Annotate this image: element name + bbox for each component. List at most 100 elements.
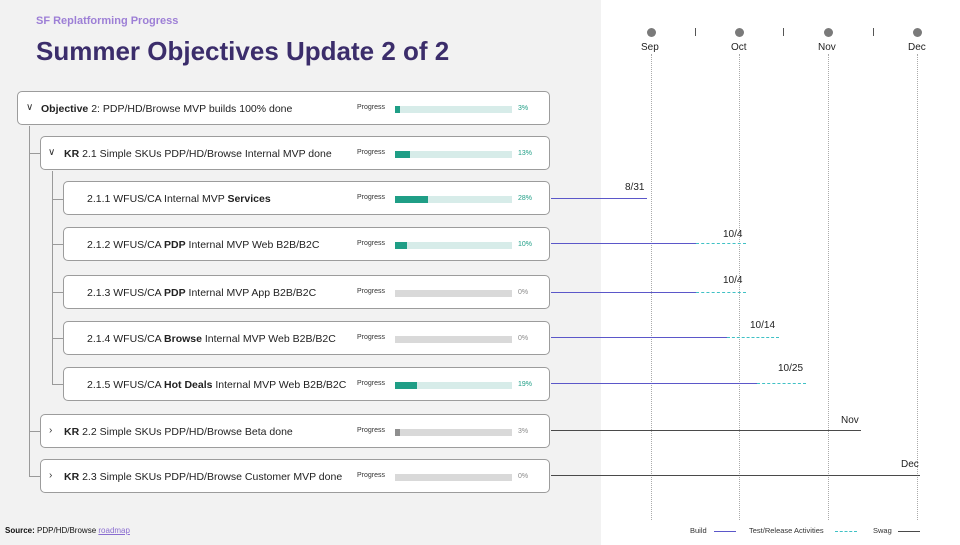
task-row[interactable]: 2.1.3 WFUS/CA PDP Internal MVP App B2B/B…	[63, 275, 550, 309]
month-label: Nov	[818, 42, 836, 53]
task-label: 2.1.2 WFUS/CA PDP Internal MVP Web B2B/B…	[87, 239, 320, 251]
progress-bar	[395, 196, 512, 203]
progress-percent: 19%	[518, 381, 533, 388]
swag-bar	[551, 475, 920, 476]
chevron-down-icon[interactable]: ∨	[48, 147, 56, 158]
tick-mark	[783, 28, 784, 36]
build-bar	[551, 383, 757, 384]
kr-label: KR 2.2 Simple SKUs PDP/HD/Browse Beta do…	[64, 426, 293, 438]
tree-connector	[29, 126, 30, 477]
kr-row-2-3[interactable]: › KR 2.3 Simple SKUs PDP/HD/Browse Custo…	[40, 459, 550, 493]
progress-bar	[395, 382, 512, 389]
task-label: 2.1.1 WFUS/CA Internal MVP Services	[87, 193, 271, 205]
objective-row[interactable]: ∨ Objective 2: PDP/HD/Browse MVP builds …	[17, 91, 550, 125]
progress-percent: 3%	[518, 105, 529, 112]
legend-swag-label: Swag	[873, 526, 892, 535]
task-row[interactable]: 2.1.5 WFUS/CA Hot Deals Internal MVP Web…	[63, 367, 550, 401]
roadmap-link[interactable]: roadmap	[98, 526, 130, 535]
progress-percent: 28%	[518, 195, 533, 202]
kr-row-2-1[interactable]: ∨ KR 2.1 Simple SKUs PDP/HD/Browse Inter…	[40, 136, 550, 170]
tree-connector	[52, 171, 53, 384]
tree-connector	[52, 384, 63, 385]
progress-percent: 0%	[518, 335, 529, 342]
chevron-down-icon[interactable]: ∨	[26, 102, 34, 113]
task-label: 2.1.4 WFUS/CA Browse Internal MVP Web B2…	[87, 333, 336, 345]
progress-label: Progress	[357, 104, 386, 111]
tick-mark	[695, 28, 696, 36]
timeline-panel	[601, 0, 960, 545]
tree-connector	[29, 476, 41, 477]
month-label: Dec	[908, 42, 926, 53]
task-label: 2.1.5 WFUS/CA Hot Deals Internal MVP Web…	[87, 379, 347, 391]
tree-connector	[52, 338, 63, 339]
progress-label: Progress	[357, 334, 386, 341]
test-bar	[727, 337, 779, 338]
page-title: Summer Objectives Update 2 of 2	[36, 36, 450, 66]
build-bar	[551, 243, 696, 244]
test-bar	[696, 292, 746, 293]
progress-label: Progress	[357, 288, 386, 295]
progress-label: Progress	[357, 380, 386, 387]
progress-fill	[395, 106, 400, 113]
month-marker-icon	[647, 28, 656, 37]
progress-label: Progress	[357, 240, 386, 247]
chevron-right-icon[interactable]: ›	[49, 425, 53, 436]
progress-percent: 3%	[518, 428, 529, 435]
legend-test-line	[835, 531, 857, 532]
kr-label: KR 2.3 Simple SKUs PDP/HD/Browse Custome…	[64, 471, 343, 483]
month-gridline	[917, 54, 918, 520]
page-subtitle: SF Replatforming Progress	[36, 15, 179, 27]
build-bar	[551, 337, 727, 338]
kr-label: KR 2.1 Simple SKUs PDP/HD/Browse Interna…	[64, 148, 332, 160]
progress-percent: 0%	[518, 473, 529, 480]
progress-label: Progress	[357, 149, 386, 156]
progress-percent: 13%	[518, 150, 533, 157]
source-note: Source: PDP/HD/Browse roadmap	[5, 526, 130, 535]
tree-connector	[52, 292, 63, 293]
month-gridline	[651, 54, 652, 520]
milestone-label: 10/4	[723, 229, 743, 240]
progress-bar	[395, 474, 512, 481]
tick-mark	[873, 28, 874, 36]
tree-connector	[52, 244, 63, 245]
task-row[interactable]: 2.1.4 WFUS/CA Browse Internal MVP Web B2…	[63, 321, 550, 355]
progress-fill	[395, 429, 400, 436]
tree-connector	[52, 199, 63, 200]
progress-fill	[395, 242, 407, 249]
progress-bar	[395, 336, 512, 343]
legend-build-label: Build	[690, 526, 707, 535]
task-row[interactable]: 2.1.2 WFUS/CA PDP Internal MVP Web B2B/B…	[63, 227, 550, 261]
progress-fill	[395, 196, 428, 203]
legend-swag-line	[898, 531, 920, 532]
chevron-right-icon[interactable]: ›	[49, 470, 53, 481]
progress-percent: 0%	[518, 289, 529, 296]
test-bar	[696, 243, 746, 244]
month-marker-icon	[735, 28, 744, 37]
swag-bar	[551, 430, 861, 431]
task-row[interactable]: 2.1.1 WFUS/CA Internal MVP Services Prog…	[63, 181, 550, 215]
milestone-label: 10/4	[723, 275, 743, 286]
progress-label: Progress	[357, 194, 386, 201]
month-marker-icon	[913, 28, 922, 37]
progress-percent: 10%	[518, 241, 533, 248]
month-label: Oct	[731, 42, 747, 53]
build-bar	[551, 292, 696, 293]
milestone-label: Dec	[901, 459, 919, 470]
progress-bar	[395, 151, 512, 158]
milestone-label: Nov	[841, 415, 859, 426]
progress-label: Progress	[357, 472, 386, 479]
month-gridline	[739, 54, 740, 520]
build-bar	[551, 198, 647, 199]
progress-bar	[395, 106, 512, 113]
tree-connector	[29, 431, 41, 432]
left-panel	[0, 0, 601, 545]
progress-fill	[395, 382, 418, 389]
kr-row-2-2[interactable]: › KR 2.2 Simple SKUs PDP/HD/Browse Beta …	[40, 414, 550, 448]
month-label: Sep	[641, 42, 659, 53]
milestone-label: 10/14	[750, 320, 776, 331]
test-bar	[757, 383, 806, 384]
objective-label: Objective 2: PDP/HD/Browse MVP builds 10…	[41, 103, 293, 115]
progress-bar	[395, 429, 512, 436]
progress-fill	[395, 151, 411, 158]
progress-bar	[395, 290, 512, 297]
